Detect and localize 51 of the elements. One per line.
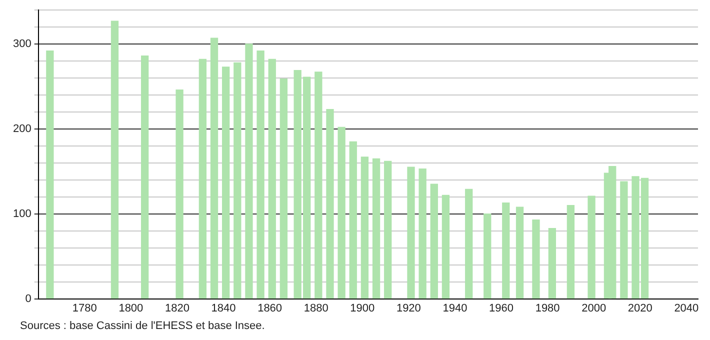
bar xyxy=(46,50,54,299)
y-tick-label: 200 xyxy=(12,122,32,135)
bar xyxy=(620,181,628,299)
x-tick-label: 1820 xyxy=(164,302,190,314)
bar xyxy=(256,50,264,299)
bar xyxy=(532,219,540,299)
bar xyxy=(314,72,322,299)
bar xyxy=(372,158,380,299)
bar xyxy=(349,141,357,299)
bar xyxy=(502,202,510,299)
bar xyxy=(280,78,288,299)
x-tick-label: 1900 xyxy=(350,302,375,314)
bar xyxy=(140,56,149,299)
y-tick-label: 100 xyxy=(12,208,32,220)
bar xyxy=(234,62,242,299)
x-tick-label: 2020 xyxy=(628,302,652,314)
bar xyxy=(418,168,426,299)
x-tick-label: 1860 xyxy=(258,302,282,314)
bar xyxy=(245,44,253,299)
bar xyxy=(268,58,276,299)
bar xyxy=(566,205,575,299)
source-note: Sources : base Cassini de l'EHESS et base Insee. xyxy=(20,320,265,332)
bar xyxy=(176,90,184,299)
x-tick-label: 1880 xyxy=(304,302,328,314)
bar xyxy=(384,160,392,299)
y-tick-label: 0 xyxy=(25,292,32,305)
x-tick-label: 1780 xyxy=(72,302,97,314)
bar xyxy=(548,228,556,299)
bar xyxy=(484,214,492,299)
bar xyxy=(430,184,438,299)
bar xyxy=(326,109,334,299)
bar xyxy=(210,38,218,299)
x-tick-label: 2040 xyxy=(674,302,699,314)
y-tick-label: 300 xyxy=(12,38,32,50)
bar xyxy=(222,66,230,299)
x-tick-label: 1940 xyxy=(442,302,468,314)
x-tick-label: 1960 xyxy=(489,302,514,314)
bar xyxy=(407,166,415,299)
bar xyxy=(110,20,119,299)
bar xyxy=(442,194,450,299)
bar xyxy=(588,196,596,299)
x-tick-label: 1840 xyxy=(211,302,236,314)
bar xyxy=(465,188,473,299)
x-tick-label: 1980 xyxy=(535,302,560,314)
bar xyxy=(360,156,369,299)
x-tick-label: 2000 xyxy=(582,302,606,314)
x-tick-label: 1800 xyxy=(118,302,144,314)
bar xyxy=(338,126,346,299)
x-tick-label: 1920 xyxy=(396,302,421,314)
bar xyxy=(198,58,207,299)
bar xyxy=(516,206,524,299)
